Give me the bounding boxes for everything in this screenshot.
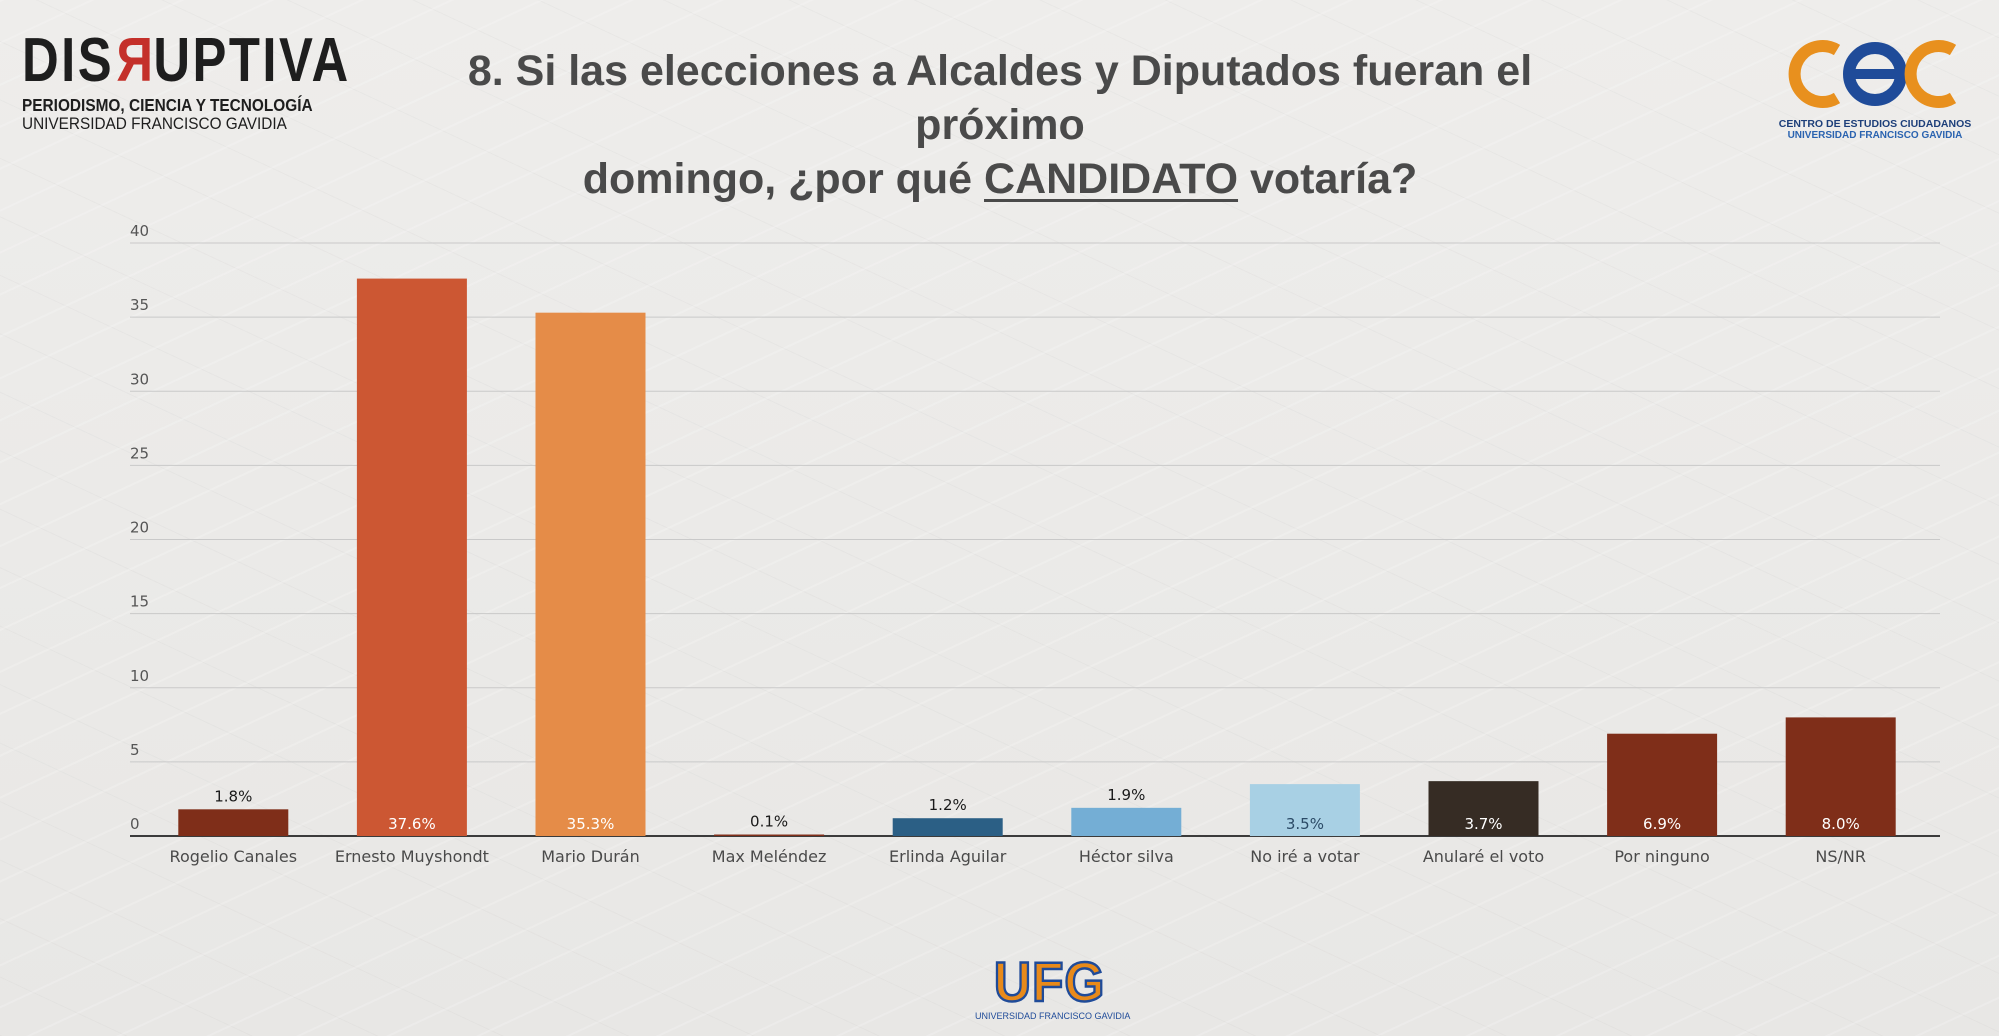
disruptiva-wordmark: DISRUPTIVA [22, 26, 348, 95]
data-label: 1.9% [1107, 786, 1145, 804]
cec-logo: CENTRO DE ESTUDIOS CIUDADANOS UNIVERSIDA… [1772, 34, 1978, 141]
y-tick-label: 20 [130, 519, 149, 537]
ufg-wordmark: UFG [993, 950, 1106, 1013]
data-label: 1.8% [214, 787, 252, 805]
y-tick-label: 40 [130, 222, 149, 240]
data-label: 8.0% [1822, 815, 1860, 833]
bar [714, 834, 825, 836]
ufg-university: UNIVERSIDAD FRANCISCO GAVIDIA [975, 1011, 1131, 1021]
bar [1428, 781, 1539, 836]
cec-university: UNIVERSIDAD FRANCISCO GAVIDIA [1787, 130, 1963, 141]
y-tick-label: 5 [130, 741, 140, 759]
x-category-label: Max Meléndez [712, 847, 827, 866]
title-line-2: domingo, ¿por qué CANDIDATO votaría? [400, 152, 1600, 206]
y-tick-label: 10 [130, 667, 149, 685]
bar [1785, 717, 1896, 836]
ufg-logo: UFG UNIVERSIDAD FRANCISCO GAVIDIA [975, 950, 1131, 1021]
disruptiva-tagline: PERIODISMO, CIENCIA Y TECNOLOGÍA [22, 95, 313, 115]
disruptiva-university: UNIVERSIDAD FRANCISCO GAVIDIA [22, 115, 287, 133]
bar [535, 312, 646, 836]
cec-name: CENTRO DE ESTUDIOS CIUDADANOS [1778, 118, 1972, 130]
data-label: 3.7% [1464, 815, 1502, 833]
disruptiva-logo: DISRUPTIVA PERIODISMO, CIENCIA Y TECNOLO… [22, 26, 348, 133]
data-label: 35.3% [567, 815, 615, 833]
title-line-2-start: domingo, ¿por qué [582, 155, 985, 203]
brand-part-1: DIS [22, 26, 115, 95]
bar [1071, 807, 1182, 836]
y-tick-label: 15 [130, 593, 149, 611]
x-category-label: Ernesto Muyshondt [335, 847, 489, 866]
bar [892, 818, 1003, 836]
y-tick-label: 35 [130, 296, 149, 314]
y-tick-label: 0 [130, 815, 140, 833]
data-label: 6.9% [1643, 815, 1681, 833]
x-category-label: Héctor silva [1079, 847, 1174, 866]
x-category-label: Anularé el voto [1423, 847, 1544, 866]
bar-chart: 0 5 10 15 20 25 30 35 40 1.8% Rogelio Canales 37.6%… [130, 222, 1940, 866]
title-line-2-end: votaría? [1238, 155, 1418, 203]
title-line-1: 8. Si las elecciones a Alcaldes y Diputa… [467, 47, 1533, 149]
title-underlined-word: CANDIDATO [984, 155, 1239, 203]
y-tick-label: 25 [130, 444, 149, 462]
data-label: 1.2% [929, 796, 967, 814]
data-label: 0.1% [750, 813, 788, 831]
bar [356, 278, 467, 837]
cec-emblem-icon [1788, 40, 1957, 108]
x-category-label: Mario Durán [541, 847, 640, 866]
bar [178, 809, 289, 836]
x-category-label: Rogelio Canales [170, 847, 298, 866]
brand-part-2: UPTIVA [153, 26, 351, 95]
bar [1607, 733, 1718, 836]
x-category-label: NS/NR [1815, 847, 1866, 866]
x-category-label: Erlinda Aguilar [889, 847, 1007, 866]
data-label: 37.6% [388, 815, 436, 833]
bar [1249, 784, 1360, 836]
x-category-label: No iré a votar [1250, 847, 1360, 866]
page-title: 8. Si las elecciones a Alcaldes y Diputa… [400, 44, 1600, 206]
y-tick-label: 30 [130, 370, 149, 388]
x-category-label: Por ninguno [1614, 847, 1709, 866]
data-label: 3.5% [1286, 815, 1324, 833]
